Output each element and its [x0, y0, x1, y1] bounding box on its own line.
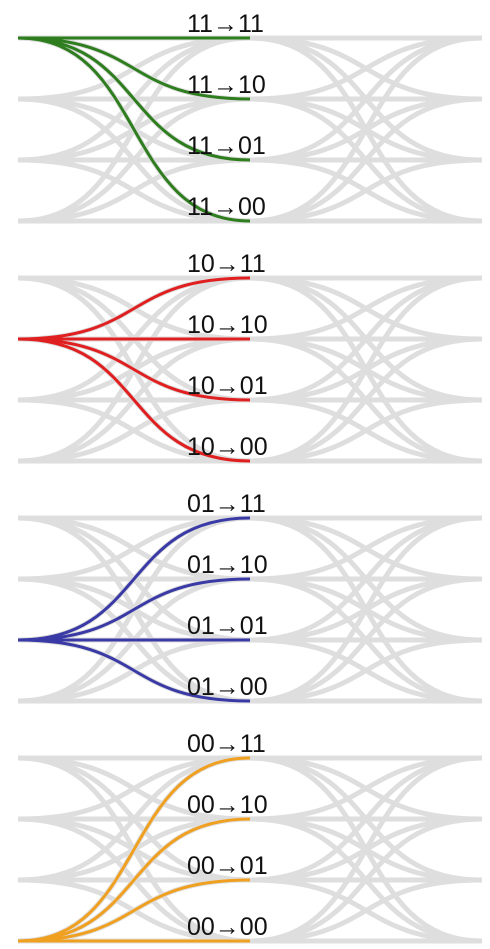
transition-10-to-level-2 — [17, 337, 251, 402]
transition-11-to-level-3 — [17, 36, 251, 223]
transition-label: 10→11 — [187, 250, 266, 278]
transition-label: 10→00 — [187, 433, 268, 461]
transition-label: 00→01 — [187, 852, 268, 880]
transition-00-to-level-0 — [17, 756, 251, 943]
background-trace — [249, 637, 483, 704]
background-trace — [249, 755, 483, 822]
background-trace — [249, 35, 483, 163]
transition-label: 11→00 — [187, 193, 266, 221]
transition-label: 11→10 — [187, 71, 266, 99]
background-trace — [17, 755, 251, 883]
background-trace — [17, 515, 251, 582]
transition-label: 11→11 — [187, 10, 264, 38]
transition-11-to-level-2 — [17, 36, 251, 162]
transition-label: 01→10 — [187, 551, 268, 579]
panel-10: 10→11 10→10 10→01 10→00 — [17, 250, 483, 464]
background-trace — [249, 816, 483, 944]
transition-label: 00→11 — [187, 730, 266, 758]
background-trace — [249, 515, 483, 643]
transition-label: 10→10 — [187, 311, 268, 339]
highlighted-transitions — [17, 756, 251, 943]
background-trace — [249, 515, 483, 582]
transition-label: 00→00 — [187, 913, 268, 941]
highlighted-transitions — [17, 516, 251, 703]
background-trace — [249, 755, 483, 883]
transition-10-to-level-0 — [17, 276, 251, 341]
background-trace — [249, 275, 483, 464]
highlighted-transitions — [17, 36, 251, 223]
transition-label: 10→01 — [187, 372, 268, 400]
background-trace — [249, 96, 483, 224]
transition-00-to-level-1 — [17, 817, 251, 943]
transition-label: 01→01 — [187, 612, 268, 640]
transition-00-to-level-2 — [17, 878, 251, 943]
background-trace — [249, 515, 483, 704]
background-trace — [17, 397, 251, 464]
transition-01-to-level-0 — [17, 516, 251, 642]
transition-10-to-level-3 — [17, 337, 251, 463]
background-trace — [249, 877, 483, 944]
background-trace — [249, 275, 483, 342]
background-trace — [249, 35, 483, 224]
background-trace — [249, 576, 483, 704]
background-trace — [17, 157, 251, 224]
transition-11-to-level-1 — [17, 36, 251, 101]
transition-label: 11→01 — [187, 132, 266, 160]
background-trace — [249, 397, 483, 464]
panel-11: 11→11 11→10 11→01 11→00 — [17, 10, 483, 224]
panel-01: 01→11 01→10 01→01 01→00 — [17, 490, 483, 704]
background-trace — [249, 275, 483, 403]
transition-label: 01→00 — [187, 673, 268, 701]
transition-01-to-level-3 — [17, 638, 251, 703]
highlighted-transitions — [17, 276, 251, 463]
transition-label: 00→10 — [187, 791, 268, 819]
background-trace — [249, 35, 483, 102]
transition-01-to-level-1 — [17, 577, 251, 642]
background-trace — [249, 157, 483, 224]
transition-label: 01→11 — [187, 490, 266, 518]
background-trace — [249, 755, 483, 944]
background-trace — [17, 96, 251, 224]
background-trace — [17, 755, 251, 822]
background-trace — [249, 336, 483, 464]
panel-00: 00→11 00→10 00→01 00→00 — [17, 730, 483, 944]
